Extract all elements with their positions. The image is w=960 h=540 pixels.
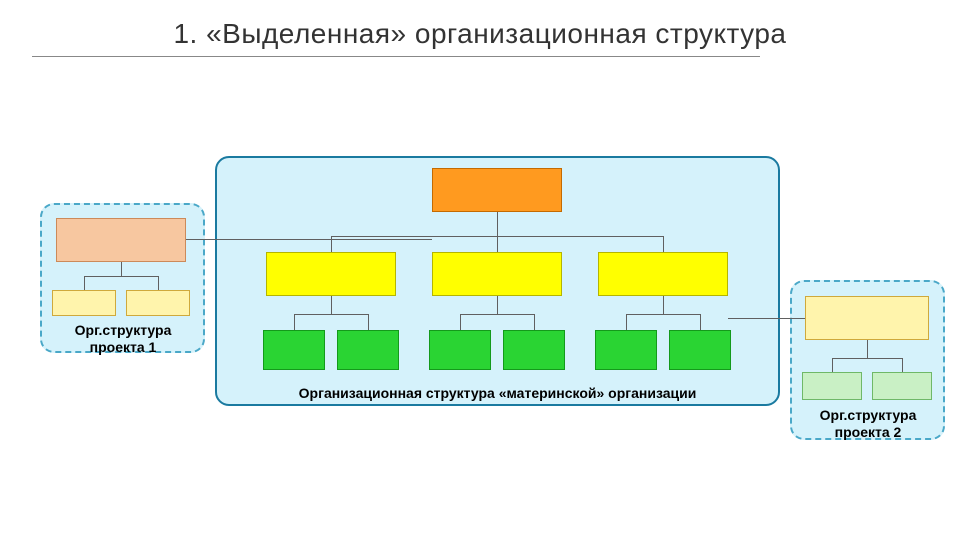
label-project2: Орг.структура проекта 2 xyxy=(797,407,939,441)
connector-23 xyxy=(832,358,833,372)
box-p1_l xyxy=(52,290,116,316)
box-m_g1 xyxy=(263,330,325,370)
connector-7 xyxy=(294,314,295,330)
box-p1_r xyxy=(126,290,190,316)
box-p2_l xyxy=(802,372,862,400)
box-m_y3 xyxy=(598,252,728,296)
connector-22 xyxy=(832,358,902,359)
label-parent: Организационная структура «материнской» … xyxy=(220,385,775,402)
connector-12 xyxy=(534,314,535,330)
box-m_y1 xyxy=(266,252,396,296)
connector-15 xyxy=(626,314,627,330)
connector-8 xyxy=(368,314,369,330)
connector-24 xyxy=(902,358,903,372)
connector-0 xyxy=(497,212,498,236)
connector-26 xyxy=(728,318,805,319)
connector-25 xyxy=(186,239,432,240)
box-m_g5 xyxy=(595,330,657,370)
box-p1_top xyxy=(56,218,186,262)
box-m_g3 xyxy=(429,330,491,370)
box-m_g2 xyxy=(337,330,399,370)
connector-5 xyxy=(331,296,332,314)
connector-4 xyxy=(663,236,664,252)
box-m_top xyxy=(432,168,562,212)
connector-3 xyxy=(497,236,498,252)
box-p2_top xyxy=(805,296,929,340)
box-m_g4 xyxy=(503,330,565,370)
connector-18 xyxy=(84,276,158,277)
box-m_y2 xyxy=(432,252,562,296)
connector-6 xyxy=(294,314,368,315)
connector-14 xyxy=(626,314,700,315)
connector-16 xyxy=(700,314,701,330)
box-p2_r xyxy=(872,372,932,400)
box-m_g6 xyxy=(669,330,731,370)
page-title: 1. «Выделенная» организационная структур… xyxy=(0,18,960,50)
title-underline xyxy=(32,56,760,57)
connector-10 xyxy=(460,314,534,315)
connector-11 xyxy=(460,314,461,330)
connector-13 xyxy=(663,296,664,314)
connector-20 xyxy=(158,276,159,290)
connector-21 xyxy=(867,340,868,358)
connector-17 xyxy=(121,262,122,276)
connector-9 xyxy=(497,296,498,314)
label-project1: Орг.структура проекта 1 xyxy=(48,322,198,356)
connector-19 xyxy=(84,276,85,290)
